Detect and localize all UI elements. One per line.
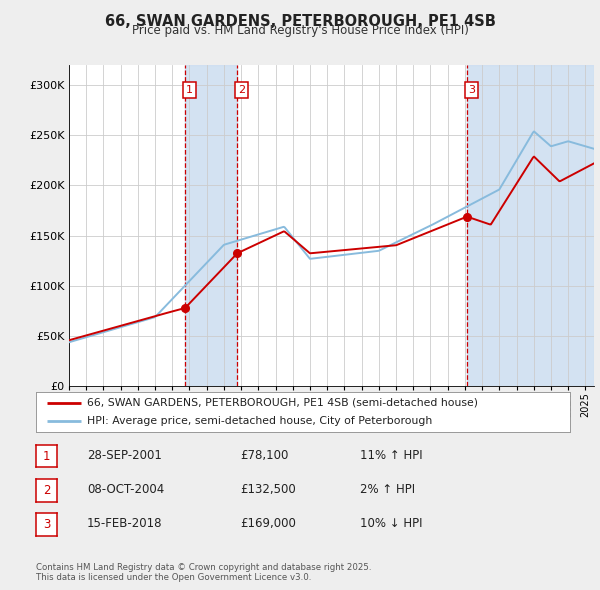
Text: This data is licensed under the Open Government Licence v3.0.: This data is licensed under the Open Gov… [36,572,311,582]
Text: 28-SEP-2001: 28-SEP-2001 [87,449,162,462]
Bar [185,65,237,386]
Text: £169,000: £169,000 [240,517,296,530]
Text: 66, SWAN GARDENS, PETERBOROUGH, PE1 4SB: 66, SWAN GARDENS, PETERBOROUGH, PE1 4SB [104,14,496,29]
Text: 1: 1 [43,450,50,463]
Text: 2: 2 [238,85,245,95]
Text: Contains HM Land Registry data © Crown copyright and database right 2025.: Contains HM Land Registry data © Crown c… [36,563,371,572]
Text: HPI: Average price, semi-detached house, City of Peterborough: HPI: Average price, semi-detached house,… [87,416,432,426]
Text: 66, SWAN GARDENS, PETERBOROUGH, PE1 4SB (semi-detached house): 66, SWAN GARDENS, PETERBOROUGH, PE1 4SB … [87,398,478,408]
Text: 1: 1 [186,85,193,95]
Text: 2% ↑ HPI: 2% ↑ HPI [360,483,415,496]
Text: 3: 3 [468,85,475,95]
Bar [467,65,594,386]
Text: 11% ↑ HPI: 11% ↑ HPI [360,449,422,462]
Text: 3: 3 [43,518,50,531]
Text: £78,100: £78,100 [240,449,289,462]
Text: 15-FEB-2018: 15-FEB-2018 [87,517,163,530]
Text: Price paid vs. HM Land Registry's House Price Index (HPI): Price paid vs. HM Land Registry's House … [131,24,469,37]
Text: 10% ↓ HPI: 10% ↓ HPI [360,517,422,530]
Text: £132,500: £132,500 [240,483,296,496]
Text: 2: 2 [43,484,50,497]
Text: 08-OCT-2004: 08-OCT-2004 [87,483,164,496]
